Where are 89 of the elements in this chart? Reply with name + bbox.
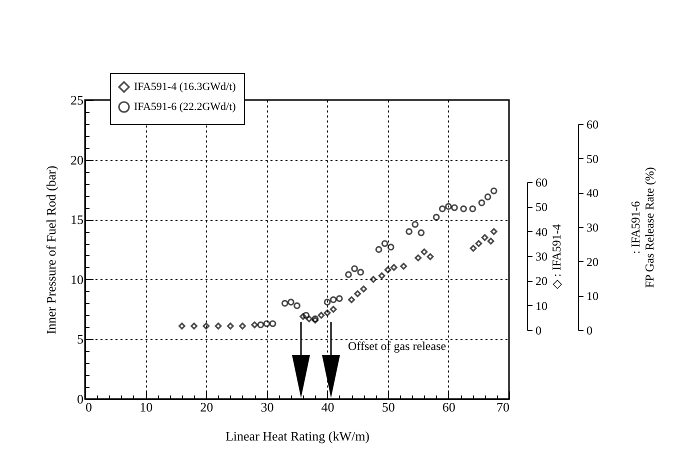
y3-tick-label: 20	[586, 254, 598, 269]
point	[263, 320, 270, 328]
point	[287, 298, 294, 306]
x-tick-label: 30	[260, 400, 274, 414]
point	[390, 264, 398, 271]
point	[281, 300, 288, 307]
point	[348, 296, 355, 304]
point	[426, 253, 434, 260]
point	[239, 322, 246, 330]
point	[381, 240, 388, 247]
point	[412, 220, 419, 228]
y2-tick-label: 50	[536, 200, 548, 214]
point	[226, 322, 234, 330]
y-tick-label: 10	[70, 272, 84, 287]
y-tick-label: 20	[70, 152, 84, 168]
point	[475, 240, 482, 247]
y-axis-title: Inner Pressure of Fuel Rod (bar)	[44, 166, 58, 334]
point	[178, 322, 186, 330]
point	[406, 228, 413, 235]
point	[257, 321, 264, 328]
y2-tick-label: 60	[536, 176, 548, 190]
point	[324, 309, 331, 316]
point	[354, 290, 362, 298]
y3-tick-label: 30	[586, 220, 598, 234]
point	[330, 296, 337, 304]
point	[202, 322, 210, 330]
x-tick-label: 50	[382, 400, 395, 414]
x-axis-title: Linear Heat Rating (kW/m)	[225, 428, 370, 444]
y2-tick-label: 30	[536, 250, 548, 264]
point	[438, 205, 446, 212]
point	[251, 321, 258, 328]
point	[351, 265, 358, 272]
y3-tick-label: 60	[586, 118, 598, 132]
point	[432, 214, 440, 221]
point	[469, 205, 476, 212]
y3-tick-label: 0	[586, 324, 592, 338]
y-tick-label: 15	[70, 212, 84, 228]
point	[384, 266, 392, 274]
point	[360, 286, 368, 292]
point	[414, 254, 422, 262]
legend-label: IFA591-4 (16.3GWd/t)	[134, 81, 236, 93]
point	[370, 276, 377, 283]
point	[418, 229, 425, 236]
point	[420, 248, 428, 256]
legend-label: IFA591-6 (22.2GWd/t)	[134, 101, 236, 113]
point	[490, 187, 498, 194]
y-tick-label: 25	[70, 92, 84, 108]
y-tick-label: 5	[77, 332, 84, 347]
point	[302, 312, 310, 319]
point	[470, 244, 477, 252]
y3-tick-label: 10	[586, 289, 598, 304]
point	[306, 315, 313, 322]
x-tick-label: 60	[442, 400, 456, 414]
point	[375, 246, 382, 253]
x-tick-label: 20	[200, 400, 214, 414]
point	[378, 272, 386, 280]
point	[460, 205, 468, 212]
text: FP Gas Release Rate (%)	[642, 167, 656, 288]
point	[324, 298, 331, 306]
point	[345, 271, 352, 278]
point	[490, 228, 498, 236]
x-tick-label: 70	[496, 400, 510, 414]
y3-tick-label: 40	[586, 186, 598, 200]
point	[484, 193, 492, 200]
point	[481, 234, 488, 241]
y2-axis-title: ◇ : IFA591-4	[550, 224, 564, 289]
point	[444, 203, 452, 210]
x-tick-label: 10	[140, 400, 153, 414]
y2-tick-label: 10	[536, 298, 548, 313]
point	[318, 312, 325, 319]
point	[330, 306, 337, 313]
y2-tick-label: 20	[536, 274, 548, 288]
y3-tick-label: 50	[586, 152, 598, 166]
point	[387, 244, 394, 251]
point	[294, 302, 300, 310]
point	[357, 268, 364, 276]
point	[487, 238, 494, 245]
point	[478, 199, 486, 206]
point	[400, 262, 408, 270]
point	[300, 313, 307, 320]
point	[451, 204, 458, 212]
point	[190, 322, 198, 330]
y3-axis-title: : IFA591-6	[628, 201, 642, 254]
point	[214, 322, 222, 330]
point	[336, 295, 343, 302]
point	[269, 320, 276, 328]
y2-tick-label: 40	[536, 224, 548, 239]
x-tick-label: 40	[321, 400, 334, 414]
y2-tick-label: 0	[536, 324, 542, 338]
